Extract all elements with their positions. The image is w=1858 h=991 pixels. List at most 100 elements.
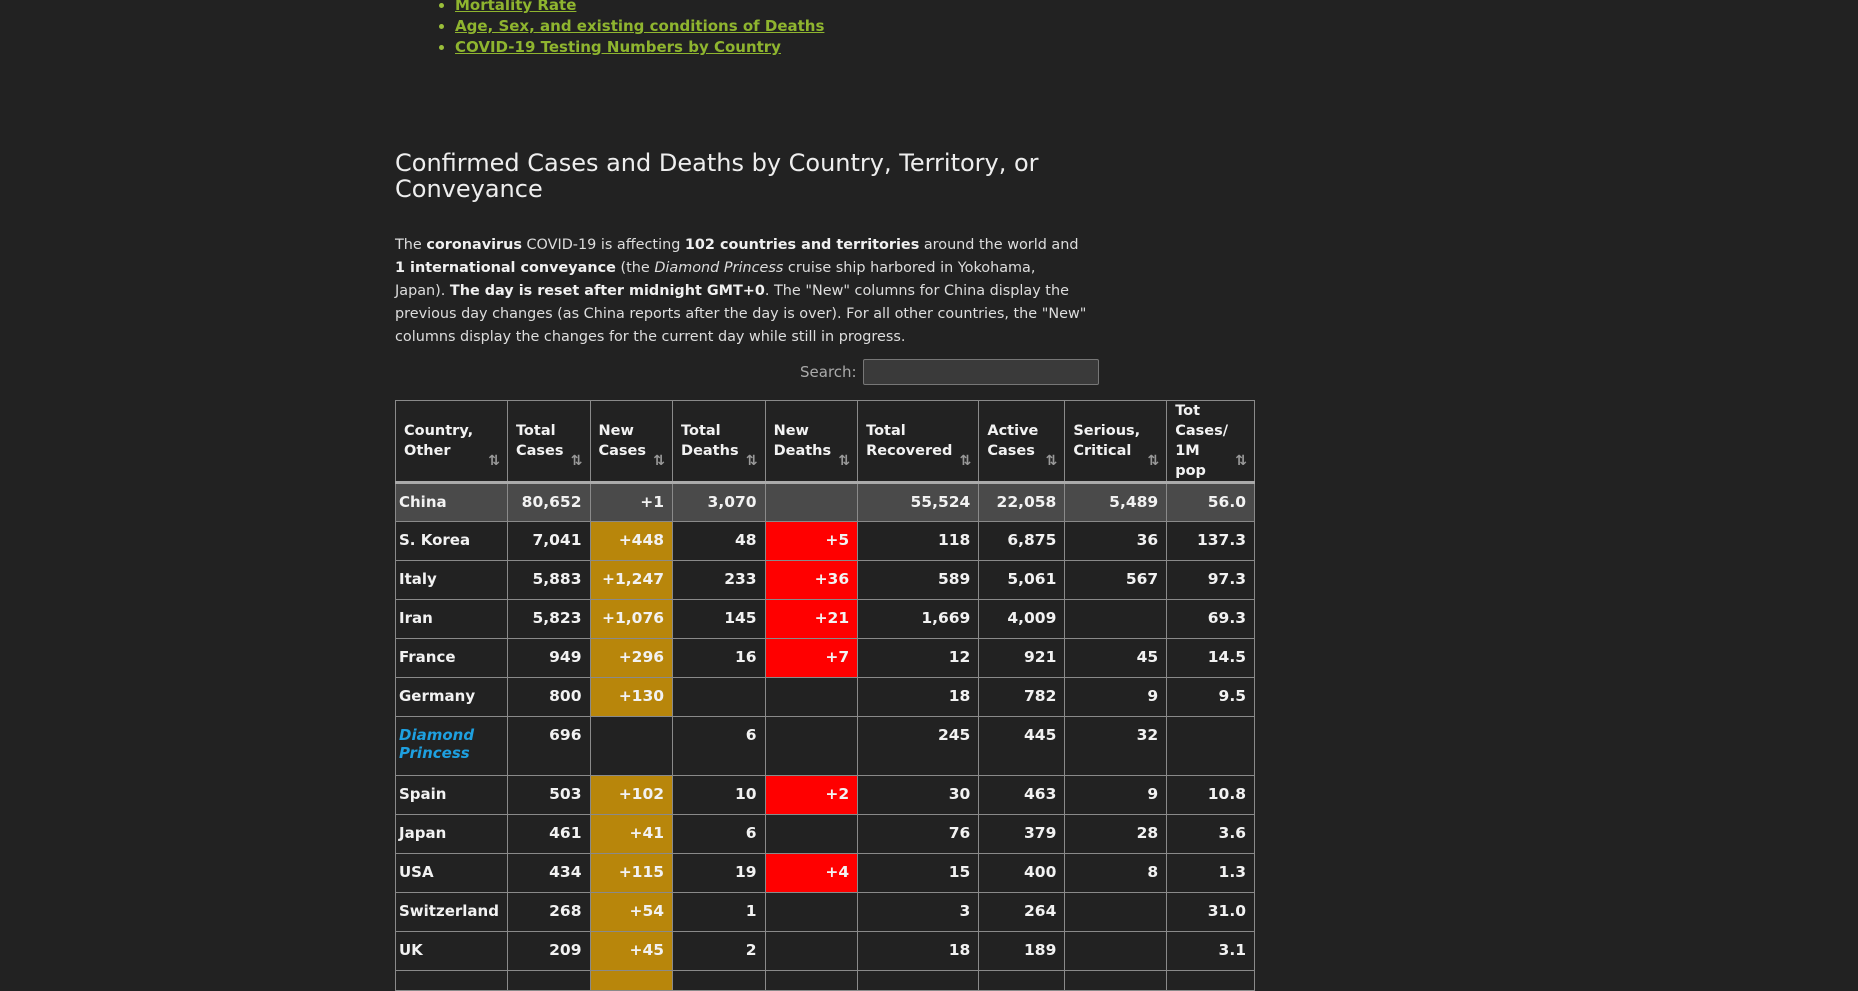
total-cases-cell: 5,823 [506, 599, 591, 639]
recovered-cell: 589 [857, 560, 980, 600]
table-row: USA 434 +115 19 +4 15 400 8 1.3 [395, 853, 1256, 893]
table-row: France 949 +296 16 +7 12 921 45 14.5 [395, 638, 1256, 678]
per-million-cell: 69.3 [1166, 599, 1256, 639]
table-row: Switzerland 268 +54 1 3 264 31.0 [395, 892, 1256, 932]
toc-link-mortality-rate[interactable]: Mortality Rate [455, 0, 577, 14]
new-deaths-cell [764, 892, 859, 932]
new-deaths-cell: +7 [764, 638, 859, 678]
table-row: Iran 5,823 +1,076 145 +21 1,669 4,009 69.3 [395, 599, 1256, 639]
new-deaths-cell [764, 716, 859, 776]
column-header-total-cases[interactable]: Total Cases ⇅ [506, 400, 591, 484]
total-cases-cell: 209 [506, 931, 591, 971]
active-cases-cell: 6,875 [978, 521, 1066, 561]
new-cases-cell: +1,247 [589, 560, 674, 600]
total-cases-cell: 461 [506, 814, 591, 854]
table-row: Spain 503 +102 10 +2 30 463 9 10.8 [395, 775, 1256, 815]
column-header-country[interactable]: Country, Other ⇅ [395, 400, 508, 484]
sort-desc-icon: ⇅ [570, 453, 583, 469]
serious-critical-cell: 36 [1064, 521, 1168, 561]
empty-cell [672, 970, 766, 991]
recovered-cell: 30 [857, 775, 980, 815]
total-cases-cell: 949 [506, 638, 591, 678]
table-row: Germany 800 +130 18 782 9 9.5 [395, 677, 1256, 717]
sort-icon: ⇅ [745, 453, 758, 469]
country-cell: Diamond Princess [395, 716, 508, 776]
new-deaths-cell: +5 [764, 521, 859, 561]
table-row: UK 209 +45 2 18 189 3.1 [395, 931, 1256, 971]
toc-link-testing-numbers[interactable]: COVID-19 Testing Numbers by Country [455, 38, 781, 56]
per-million-cell: 3.6 [1166, 814, 1256, 854]
new-deaths-cell: +36 [764, 560, 859, 600]
per-million-cell: 1.3 [1166, 853, 1256, 893]
toc-item: Mortality Rate [455, 0, 824, 16]
country-cell: S. Korea [395, 521, 508, 561]
total-deaths-cell: 16 [672, 638, 766, 678]
sort-icon: ⇅ [1235, 453, 1248, 469]
intro-conveyance: 1 international conveyance [395, 260, 616, 276]
cases-table: Country, Other ⇅ Total Cases ⇅ New Cases ⇅ Tot… [395, 400, 1256, 991]
new-cases-cell: +102 [589, 775, 674, 815]
recovered-cell: 245 [857, 716, 980, 776]
active-cases-cell: 5,061 [978, 560, 1066, 600]
toc-item: COVID-19 Testing Numbers by Country [455, 37, 824, 58]
country-cell: Japan [395, 814, 508, 854]
recovered-cell: 118 [857, 521, 980, 561]
serious-critical-cell: 28 [1064, 814, 1168, 854]
total-cases-cell: 7,041 [506, 521, 591, 561]
recovered-cell: 1,669 [857, 599, 980, 639]
sort-icon: ⇅ [1045, 453, 1058, 469]
conveyance-link[interactable]: Diamond Princess [399, 726, 475, 762]
active-cases-cell: 22,058 [978, 482, 1066, 522]
total-deaths-cell: 2 [672, 931, 766, 971]
per-million-cell: 31.0 [1166, 892, 1256, 932]
active-cases-cell: 463 [978, 775, 1066, 815]
new-deaths-cell [764, 814, 859, 854]
column-header-total-recovered[interactable]: Total Recovered ⇅ [857, 400, 980, 484]
active-cases-cell: 4,009 [978, 599, 1066, 639]
recovered-cell: 18 [857, 677, 980, 717]
per-million-cell: 10.8 [1166, 775, 1256, 815]
column-header-serious-critical[interactable]: Serious, Critical ⇅ [1064, 400, 1168, 484]
column-header-new-cases[interactable]: New Cases ⇅ [589, 400, 674, 484]
per-million-cell [1166, 716, 1256, 776]
country-cell: Italy [395, 560, 508, 600]
serious-critical-cell [1064, 931, 1168, 971]
recovered-cell: 76 [857, 814, 980, 854]
total-cases-cell: 5,883 [506, 560, 591, 600]
column-header-total-deaths[interactable]: Total Deaths ⇅ [672, 400, 766, 484]
total-cases-cell: 434 [506, 853, 591, 893]
intro-paragraph: The coronavirus COVID-19 is affecting 10… [395, 237, 1087, 345]
empty-cell [1166, 970, 1256, 991]
empty-cell [506, 970, 591, 991]
sort-icon: ⇅ [959, 453, 972, 469]
serious-critical-cell [1064, 892, 1168, 932]
serious-critical-cell: 9 [1064, 677, 1168, 717]
per-million-cell: 14.5 [1166, 638, 1256, 678]
sort-icon: ⇅ [1147, 453, 1160, 469]
country-cell: Spain [395, 775, 508, 815]
recovered-cell: 15 [857, 853, 980, 893]
new-deaths-cell: +2 [764, 775, 859, 815]
total-deaths-cell: 3,070 [672, 482, 766, 522]
column-header-active-cases[interactable]: Active Cases ⇅ [978, 400, 1066, 484]
search-input[interactable] [862, 359, 1099, 385]
total-cases-cell: 800 [506, 677, 591, 717]
table-row [395, 970, 1256, 991]
new-cases-cell: +1 [589, 482, 674, 522]
column-header-new-deaths[interactable]: New Deaths ⇅ [764, 400, 859, 484]
intro-reset-note: The day is reset after midnight GMT+0 [449, 283, 765, 299]
new-cases-cell: +45 [589, 931, 674, 971]
search-container: Search: [800, 359, 1099, 385]
search-label: Search: [800, 363, 857, 381]
toc-link-age-sex-conditions[interactable]: Age, Sex, and existing conditions of Dea… [455, 17, 825, 35]
column-header-cases-per-million[interactable]: Tot Cases/1M pop ⇅ [1166, 400, 1256, 484]
intro-ship-name: Diamond Princess [654, 260, 784, 276]
per-million-cell: 3.1 [1166, 931, 1256, 971]
serious-critical-cell: 8 [1064, 853, 1168, 893]
new-deaths-cell [764, 931, 859, 971]
new-cases-cell: +115 [589, 853, 674, 893]
empty-cell [395, 970, 508, 991]
toc-item: Age, Sex, and existing conditions of Dea… [455, 16, 824, 37]
new-cases-cell: +54 [589, 892, 674, 932]
total-cases-cell: 80,652 [506, 482, 591, 522]
